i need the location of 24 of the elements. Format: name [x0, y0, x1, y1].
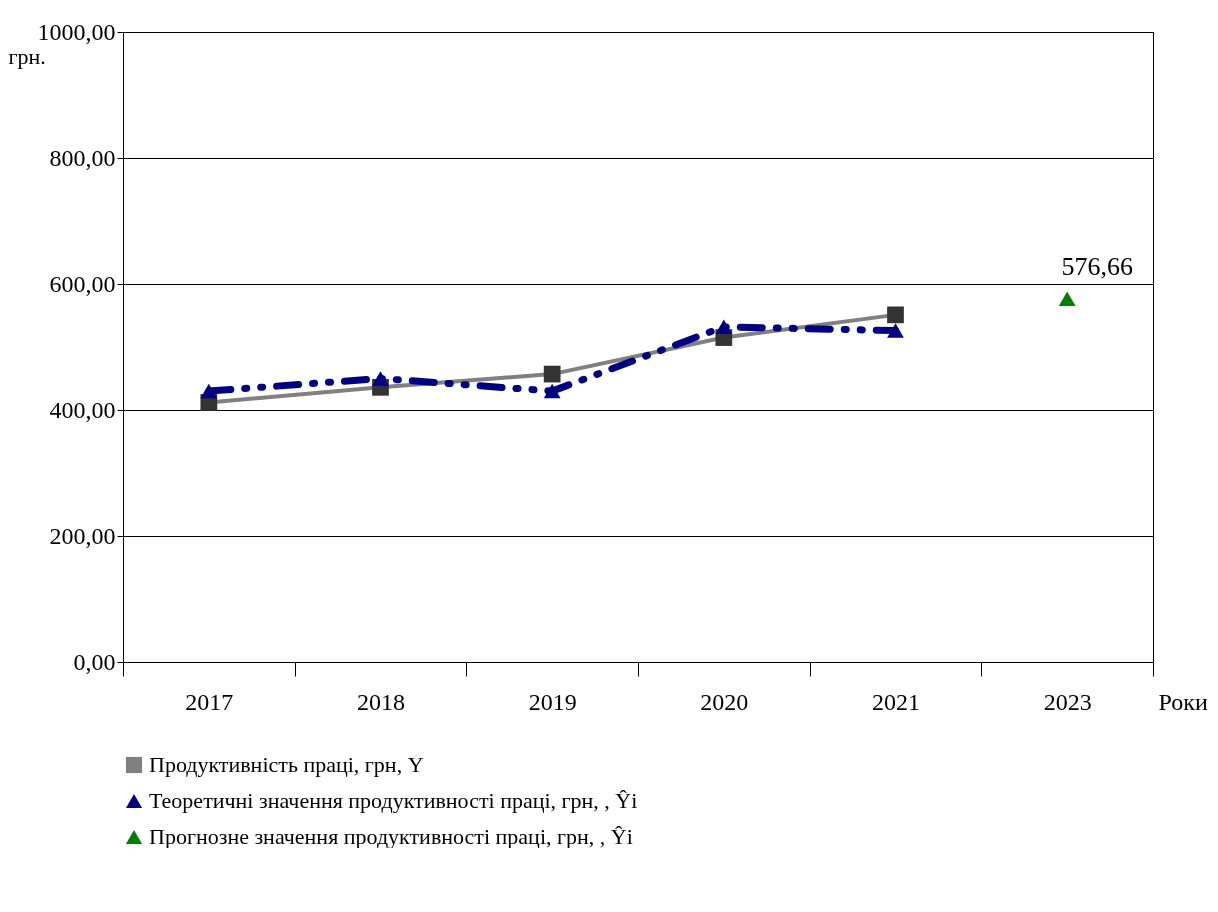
x-tick-label: 2020	[700, 688, 749, 715]
point	[372, 371, 389, 386]
x-axis-title: Роки	[1158, 688, 1208, 715]
x-tick-label: 2017	[185, 688, 234, 715]
legend-label: Прогнозне значення продуктивності праці, грн, , Ŷi	[149, 824, 633, 849]
point	[200, 383, 218, 399]
y-tick-label: 600,00	[49, 270, 116, 297]
x-tick-label: 2021	[872, 688, 920, 715]
point	[887, 323, 904, 338]
y-tick-label: 0,00	[73, 648, 116, 675]
data-label: 576,66	[1061, 251, 1133, 281]
legend-label: Теоретичні значення продуктивності праці, грн, , Ŷi	[149, 788, 638, 813]
y-tick-label: 400,00	[49, 396, 116, 423]
point	[715, 319, 733, 335]
x-tick-label: 2023	[1043, 688, 1092, 715]
point	[1058, 291, 1076, 306]
y-tick-label: 200,00	[49, 522, 116, 549]
y-tick-label: 1000,00	[37, 18, 116, 45]
y-axis-title: грн.	[8, 43, 46, 69]
x-tick-label: 2018	[357, 688, 405, 715]
point	[543, 383, 561, 399]
x-tick-label: 2019	[528, 688, 577, 715]
legend-label: Продуктивність праці, грн, Y	[149, 752, 424, 777]
y-tick-label: 800,00	[49, 144, 116, 171]
